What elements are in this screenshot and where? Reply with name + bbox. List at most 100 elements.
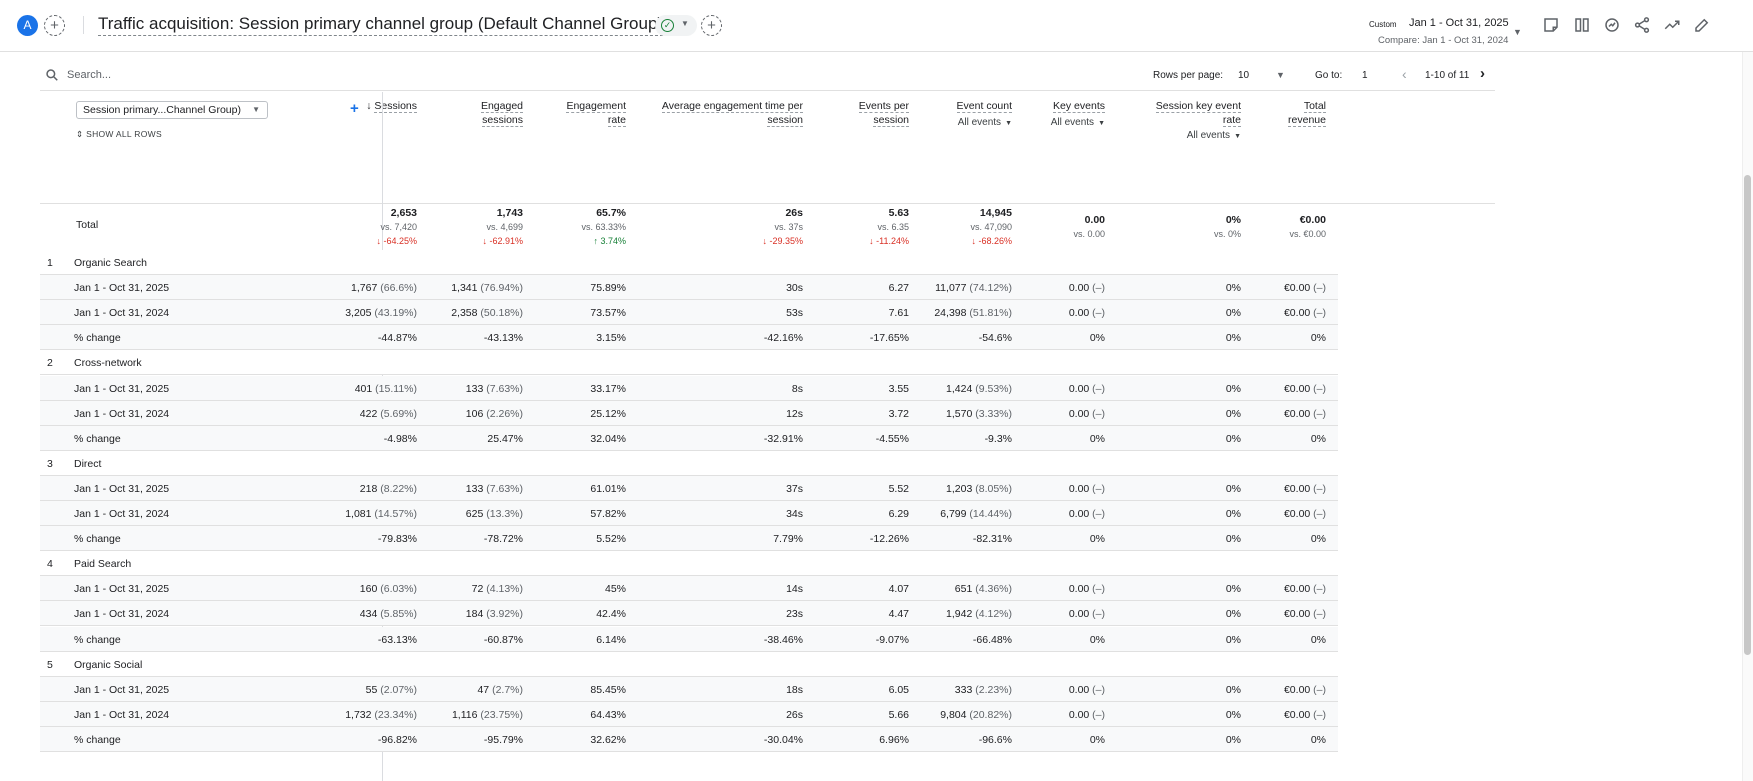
cell-value: 75.89% <box>590 282 626 295</box>
table-cell: -82.31% <box>973 533 1012 545</box>
table-cell: 3.15% <box>596 332 626 344</box>
column-header[interactable]: Engaged sessions <box>423 100 523 127</box>
table-cell: 0% <box>1226 433 1241 445</box>
table-cell: 25.12% <box>590 408 626 420</box>
column-header[interactable]: Session key event rate All events ▼ <box>1111 100 1241 144</box>
channel-name: Cross-network <box>74 357 142 370</box>
table-cell: 133 (7.63%) <box>466 383 523 395</box>
event-filter-select[interactable]: All events ▼ <box>1111 129 1241 144</box>
column-header[interactable]: Key events All events ▼ <box>1005 100 1105 130</box>
goto-input[interactable]: 1 <box>1362 70 1368 81</box>
dimension-select[interactable]: Session primary...Channel Group) ▼ <box>76 101 268 119</box>
search-input[interactable] <box>67 66 367 84</box>
group-row[interactable]: 3 Direct <box>40 450 1338 476</box>
column-label: Total <box>1303 100 1326 113</box>
row-label: % change <box>74 633 121 646</box>
explore-icon[interactable] <box>1601 14 1623 36</box>
cell-value: 0.00 <box>1068 382 1090 395</box>
cell-value: -96.6% <box>978 733 1012 746</box>
date-range-picker[interactable]: Custom Jan 1 - Oct 31, 2025 Compare: Jan… <box>1360 17 1510 51</box>
total-compare: vs. 0.00 <box>1073 229 1105 239</box>
cell-share: (–) <box>1089 282 1105 295</box>
cell-share: (2.07%) <box>377 683 417 696</box>
insights-note-icon[interactable] <box>1540 14 1562 36</box>
table-cell: 11,077 (74.12%) <box>935 282 1012 294</box>
cell-value: 0% <box>1225 382 1241 395</box>
cell-value: -96.82% <box>377 733 417 746</box>
cell-value: 47 <box>477 683 490 696</box>
share-icon[interactable] <box>1631 14 1653 36</box>
add-comparison-icon[interactable]: + <box>44 15 65 36</box>
cell-value: 0% <box>1225 332 1241 345</box>
total-change: ↓ -68.26% <box>971 236 1012 246</box>
group-row[interactable]: 4 Paid Search <box>40 551 1338 577</box>
table-cell: 7.61 <box>889 307 909 319</box>
date-range-label: Jan 1 - Oct 31, 2025 <box>1409 17 1509 29</box>
table-cell: 53s <box>786 307 803 319</box>
column-header[interactable]: Events per session <box>809 100 909 127</box>
total-change: ↓ -62.91% <box>482 236 523 246</box>
table-cell: 75.89% <box>590 282 626 294</box>
table-cell: €0.00 (–) <box>1284 684 1326 696</box>
add-dimension-icon[interactable]: + <box>350 100 359 117</box>
column-header[interactable]: ↓ Sessions <box>327 100 417 114</box>
table-cell: 34s <box>786 508 803 520</box>
compare-columns-icon[interactable] <box>1571 14 1593 36</box>
column-header[interactable]: Total revenue <box>1246 100 1326 127</box>
cell-value: -9.3% <box>984 432 1012 445</box>
column-label: Events per <box>858 100 909 113</box>
cell-value: 26s <box>786 708 803 721</box>
table-cell: 64.43% <box>590 709 626 721</box>
table-cell: -79.83% <box>378 533 417 545</box>
cell-value: -38.46% <box>763 633 803 646</box>
scrollbar-thumb[interactable] <box>1744 175 1751 655</box>
cell-value: 32.04% <box>590 432 626 445</box>
table-cell: 0% <box>1090 634 1105 646</box>
table-cell: -43.13% <box>484 332 523 344</box>
total-compare: vs. 47,090 <box>970 222 1012 232</box>
prev-page-icon[interactable]: ‹ <box>1402 66 1407 82</box>
group-row[interactable]: 5 Organic Social <box>40 651 1338 677</box>
report-header: A + Traffic acquisition: Session primary… <box>0 0 1753 52</box>
event-filter-select[interactable]: All events ▼ <box>912 116 1012 131</box>
group-row[interactable]: 1 Organic Search <box>40 250 1338 275</box>
rows-per-page-chevron-icon[interactable]: ▼ <box>1276 70 1285 80</box>
table-cell: 18s <box>786 684 803 696</box>
add-report-icon[interactable]: + <box>701 15 722 36</box>
cell-value: €0.00 <box>1283 583 1311 596</box>
show-all-rows-button[interactable]: ⇕ SHOW ALL ROWS <box>76 129 162 140</box>
edit-icon[interactable] <box>1691 14 1713 36</box>
cell-value: 73.57% <box>590 307 626 320</box>
cell-share: (8.22%) <box>377 482 417 495</box>
property-avatar[interactable]: A <box>17 15 38 36</box>
table-cell: 0% <box>1226 483 1241 495</box>
table-cell: 6.29 <box>889 508 909 520</box>
table-cell: 0% <box>1311 332 1326 344</box>
cell-value: 1,767 <box>351 282 378 295</box>
rows-per-page-select[interactable]: 10 <box>1238 70 1250 81</box>
column-header[interactable]: Engagement rate <box>526 100 626 127</box>
table-cell: 333 (2.23%) <box>955 684 1012 696</box>
table-cell: 1,732 (23.34%) <box>345 709 417 721</box>
column-header[interactable]: Average engagement time per session <box>633 100 803 127</box>
table-cell: 9,804 (20.82%) <box>940 709 1012 721</box>
next-page-icon[interactable]: › <box>1480 65 1485 82</box>
table-cell: 45% <box>605 583 626 595</box>
cell-share: (66.6%) <box>377 282 417 295</box>
cell-value: 9,804 <box>940 708 967 721</box>
event-filter-select[interactable]: All events ▼ <box>1005 116 1105 131</box>
group-row[interactable]: 2 Cross-network <box>40 350 1338 376</box>
cell-value: 24,398 <box>934 307 967 320</box>
cell-value: 55 <box>365 683 378 696</box>
date-chevron-down-icon[interactable]: ▼ <box>1513 27 1522 37</box>
table-cell: -63.13% <box>378 634 417 646</box>
cell-share: (4.36%) <box>972 583 1012 596</box>
row-label: Jan 1 - Oct 31, 2024 <box>74 307 170 320</box>
cell-share: (–) <box>1310 482 1326 495</box>
report-status-chip[interactable]: ✓ ▼ <box>655 15 697 36</box>
trend-icon[interactable] <box>1661 14 1683 36</box>
cell-value: 42.4% <box>596 608 626 621</box>
total-value: 2,653 <box>390 207 417 219</box>
column-header[interactable]: Event count All events ▼ <box>912 100 1012 130</box>
row-index: 1 <box>47 257 53 269</box>
